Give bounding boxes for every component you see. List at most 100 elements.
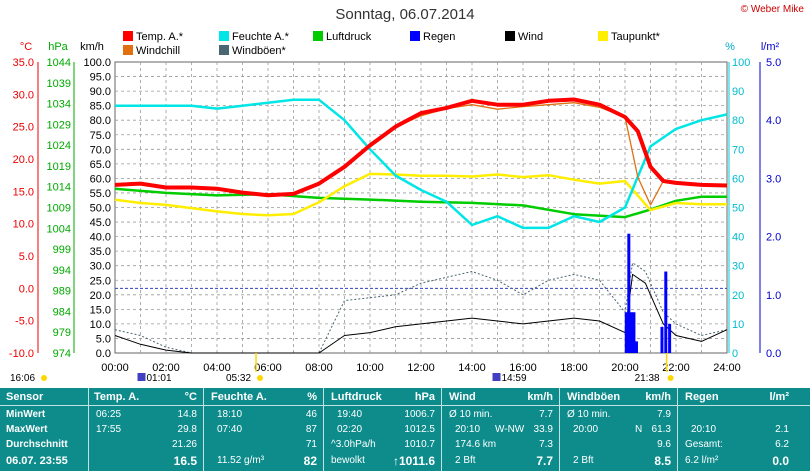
x-tick-label: 08:00 [305,362,333,374]
temp-avg-value: 21.26 [171,439,197,450]
wind-beaufort: 2 Bft [455,455,476,466]
rain-axis-unit: l/m² [761,41,780,53]
pressure-max-time: 02:20 [337,424,363,435]
gusts-avg-value: 9.6 [657,439,671,450]
stats-gusts-column: Windböen km/h Ø 10 min. 7.9 20:00 N 61.3… [559,388,677,471]
legend-label: Temp. A.* [136,31,184,43]
wind-max-time: 20:10 [455,424,481,435]
rain-bar [660,326,664,353]
pressure-tick-label: 1004 [47,223,71,235]
pressure-avg-value: 1010.7 [404,439,435,450]
series-line-luftdruck [114,187,727,219]
pressure-unit: hPa [414,391,435,403]
gusts-header: Windböen [567,391,621,403]
gusts-max-value: 61.3 [651,424,671,435]
humidity-tick-label: 10 [732,319,744,331]
gusts-unit: km/h [645,391,671,403]
rain-unit: l/m² [769,391,789,403]
legend-label: Wind [518,31,544,43]
temp-axis-unit: °C [20,41,32,53]
temp-tick-label: -10.0 [9,348,34,360]
wind-axis-unit: km/h [80,41,104,53]
series-line-taupunkt [114,172,727,217]
humidity-tick-label: 40 [732,232,744,244]
rain-header: Regen [685,391,719,403]
temp-header: Temp. A. [94,391,140,403]
wind-tick-label: 40.0 [90,232,111,244]
pressure-header: Luftdruck [331,391,382,403]
rain-bar [664,271,668,353]
temp-tick-label: 5.0 [19,251,34,263]
wind-max-direction: W-NW [495,424,525,435]
sunset-label: 21:38 [635,373,660,384]
wind-tick-label: 5.0 [96,333,111,345]
stats-wind-column: Wind km/h Ø 10 min. 7.7 20:10 W-NW 33.9 … [441,388,559,471]
wind-tick-label: 25.0 [90,275,111,287]
pressure-tick-label: 979 [53,327,71,339]
wind-tick-label: 90.0 [90,86,111,98]
x-tick-label: 18:00 [560,362,588,374]
wind-unit: km/h [527,391,553,403]
pressure-max-value: 1012.5 [404,424,435,435]
stats-divider [323,388,324,471]
pressure-min-value: 1006.7 [404,409,435,420]
wind-current-value: 7.7 [536,454,553,468]
rain-tick-label: 5.0 [766,57,781,69]
x-tick-label: 00:00 [101,362,129,374]
x-tick-label: 02:00 [152,362,180,374]
temp-tick-label: -5.0 [15,316,34,328]
copyright-label: © Weber Mike [740,4,804,15]
stats-divider [0,405,810,406]
stats-sensor-column: Sensor MinWert MaxWert Durchschnitt 06.0… [0,388,88,471]
x-tick-label: 24:00 [713,362,741,374]
pressure-axis-unit: hPa [48,41,68,53]
rain-total-label: Gesamt: [685,439,723,450]
flag-time-label: 14:59 [502,373,527,384]
x-tick-label: 22:00 [662,362,690,374]
legend-swatch [313,31,323,41]
stats-temp-column: Temp. A. °C 06:25 14.8 17:55 29.8 21.26 … [88,388,203,471]
humidity-tick-label: 0 [732,348,738,360]
pressure-tick-label: 1009 [47,203,71,215]
stats-divider [441,388,442,471]
legend-label: Windchill [136,45,181,57]
humidity-tick-label: 20 [732,290,744,302]
wind-tick-label: 20.0 [90,290,111,302]
x-tick-label: 14:00 [458,362,486,374]
wind-tick-label: 45.0 [90,217,111,229]
pressure-tick-label: 1029 [47,119,71,131]
humidity-min-time: 18:10 [217,409,243,420]
humidity-tick-label: 90 [732,86,744,98]
stats-humidity-column: Feuchte A. % 18:10 46 07:40 87 71 11.52 … [203,388,323,471]
gusts-avg10-value: 7.9 [657,409,671,420]
legend-item: Taupunkt* [598,31,660,43]
rain-tick-label: 4.0 [766,115,781,127]
legend-label: Taupunkt* [611,31,660,43]
humidity-unit: % [307,391,317,403]
legend-item: Temp. A.* [123,31,183,43]
stats-pressure-column: Luftdruck hPa 19:40 1006.7 02:20 1012.5 … [323,388,441,471]
pressure-tick-label: 1019 [47,161,71,173]
series-line-windb-en [114,262,728,354]
weather-chart: °C hPa km/h% l/m² 35.0 30.0 25.0 20.0 15.0 10.0 5.… [9,41,781,384]
legend-label: Regen [423,31,456,43]
pressure-weather: bewolkt [331,455,365,466]
legend-swatch [505,31,515,41]
row-label-min: MinWert [6,409,46,420]
flag-icon [492,373,501,381]
rain-max-time: 20:10 [691,424,717,435]
wind-tick-label: 55.0 [90,188,111,200]
wind-header: Wind [449,391,476,403]
pressure-tick-label: 989 [53,286,71,298]
stats-divider [559,388,560,471]
rain-tick-label: 1.0 [766,290,781,302]
temp-unit: °C [184,391,197,403]
rain-bar [668,323,672,353]
stats-divider [677,388,678,471]
wind-tick-label: 85.0 [90,101,111,113]
legend-swatch [123,45,133,55]
humidity-tick-label: 80 [732,115,744,127]
legend-item: Luftdruck [313,31,371,43]
temp-tick-label: 25.0 [13,122,34,134]
wind-tick-label: 0.0 [96,348,111,360]
